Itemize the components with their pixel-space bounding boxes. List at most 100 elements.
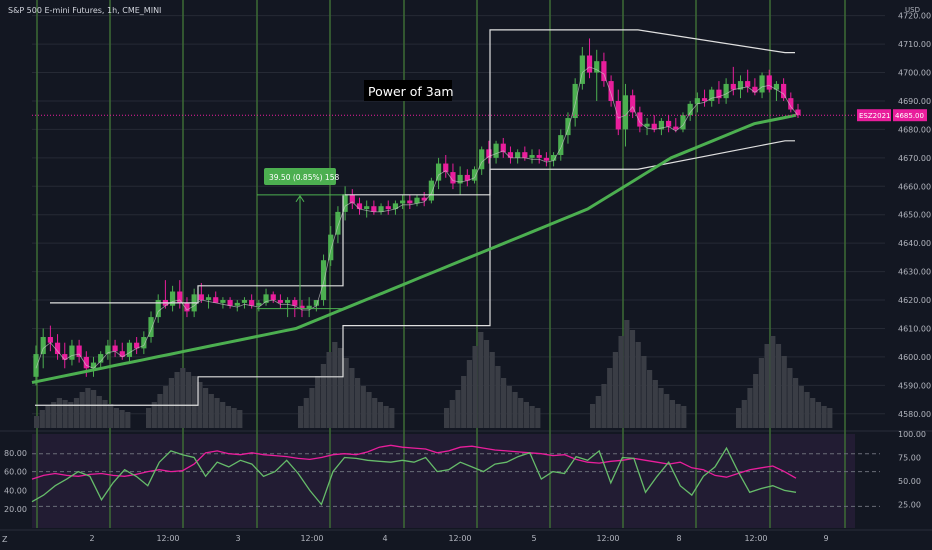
price-tick-label: 4620.00 [898, 296, 931, 305]
price-tick-label: 4700.00 [898, 69, 931, 78]
candle-body [450, 172, 456, 184]
candle-body [709, 89, 715, 101]
volume-bar [146, 408, 152, 428]
volume-bar [827, 408, 833, 428]
candle-body [558, 135, 564, 156]
candle-body [256, 302, 262, 306]
candle-body [371, 206, 377, 212]
volume-bar [652, 380, 658, 428]
volume-bar [96, 396, 102, 428]
candle-body [134, 342, 140, 349]
candle-body [205, 297, 212, 301]
volume-bar [444, 408, 450, 428]
volume-bar [337, 348, 344, 428]
volume-bar [483, 340, 490, 428]
candle-body [356, 203, 363, 210]
candle-body [795, 109, 801, 116]
volume-bar [478, 332, 484, 428]
volume-bar [180, 368, 186, 428]
candle-body [249, 300, 255, 306]
candle-body [601, 61, 607, 82]
volume-bar [56, 398, 62, 428]
candle-body [378, 206, 384, 212]
price-tick-label: 4580.00 [898, 410, 931, 419]
volume-bar [535, 408, 541, 428]
price-tick-label: 4680.00 [898, 125, 931, 134]
candle-body [76, 345, 82, 357]
volume-bar [197, 382, 203, 428]
candle-body [586, 55, 593, 73]
oscillator-left-tick-label: 20.00 [4, 505, 27, 514]
oscillator-left-tick-label: 60.00 [4, 468, 27, 477]
candle-body [428, 180, 434, 201]
volume-bar [781, 356, 787, 428]
time-tick-label: 12:00 [744, 534, 767, 543]
candle-body [594, 61, 600, 73]
lower-band-line [50, 140, 795, 406]
candle-body [694, 98, 700, 104]
candle-body [543, 157, 549, 161]
time-tick-label: 4 [382, 534, 387, 543]
volume-bar [815, 402, 821, 428]
candle-body [83, 356, 89, 369]
candle-body [220, 300, 226, 303]
volume-bar [681, 406, 687, 428]
price-tick-label: 4670.00 [898, 154, 931, 163]
candle-body [752, 86, 758, 93]
measure-label: 39.50 (0.85%) 158 [269, 173, 339, 182]
volume-bar [787, 368, 793, 428]
volume-bar [62, 400, 68, 428]
candle-body [234, 302, 240, 306]
candle-body [40, 337, 46, 355]
candle-body [615, 100, 621, 130]
last-price-label: 4685.00 [895, 112, 924, 120]
volume-bar [185, 372, 192, 428]
price-tick-label: 4660.00 [898, 182, 931, 191]
ema-line [31, 113, 797, 384]
volume-bar [91, 390, 97, 428]
oscillator-left-tick-label: 40.00 [4, 486, 27, 495]
candle-body [385, 206, 391, 210]
candle-body [536, 155, 542, 158]
candle-body [608, 81, 614, 101]
volume-bar [753, 374, 759, 428]
time-tick-label: 2 [89, 534, 94, 543]
oscillator-right-tick-label: 100.00 [898, 430, 926, 439]
candle-body [651, 123, 657, 130]
volume-bar [168, 378, 174, 428]
volume-bar [231, 408, 237, 428]
candle-body [716, 89, 722, 99]
candle-body [198, 294, 204, 301]
candle-body [112, 345, 118, 352]
candle-body [766, 75, 772, 90]
price-tick-label: 4630.00 [898, 268, 931, 277]
candle-body [529, 155, 535, 158]
volume-bar [461, 376, 467, 428]
price-tick-label: 4640.00 [898, 239, 931, 248]
symbol-tag-label: ESZ2021 [859, 112, 890, 120]
volume-bar [163, 386, 169, 428]
volume-bar [595, 396, 601, 428]
volume-bar [647, 370, 653, 428]
candle-body [141, 337, 147, 349]
volume-bar [113, 408, 119, 428]
measure-label-box [264, 168, 336, 185]
volume-bar [612, 352, 618, 428]
volume-bar [501, 378, 507, 428]
volume-bar [669, 400, 675, 428]
volume-bar [320, 364, 326, 428]
candle-body [320, 260, 327, 301]
measure-arrow-head [295, 194, 305, 203]
volume-bar [45, 406, 51, 428]
volume-bar [125, 412, 131, 428]
timezone-icon[interactable]: Z [2, 535, 8, 544]
volume-bar [366, 392, 372, 428]
volume-bar [658, 388, 664, 428]
time-tick-label: 3 [235, 534, 240, 543]
candle-body [701, 98, 708, 101]
volume-bar [214, 398, 220, 428]
volume-bar [51, 402, 57, 428]
candle-body [98, 354, 104, 363]
annotation-box [364, 80, 452, 101]
